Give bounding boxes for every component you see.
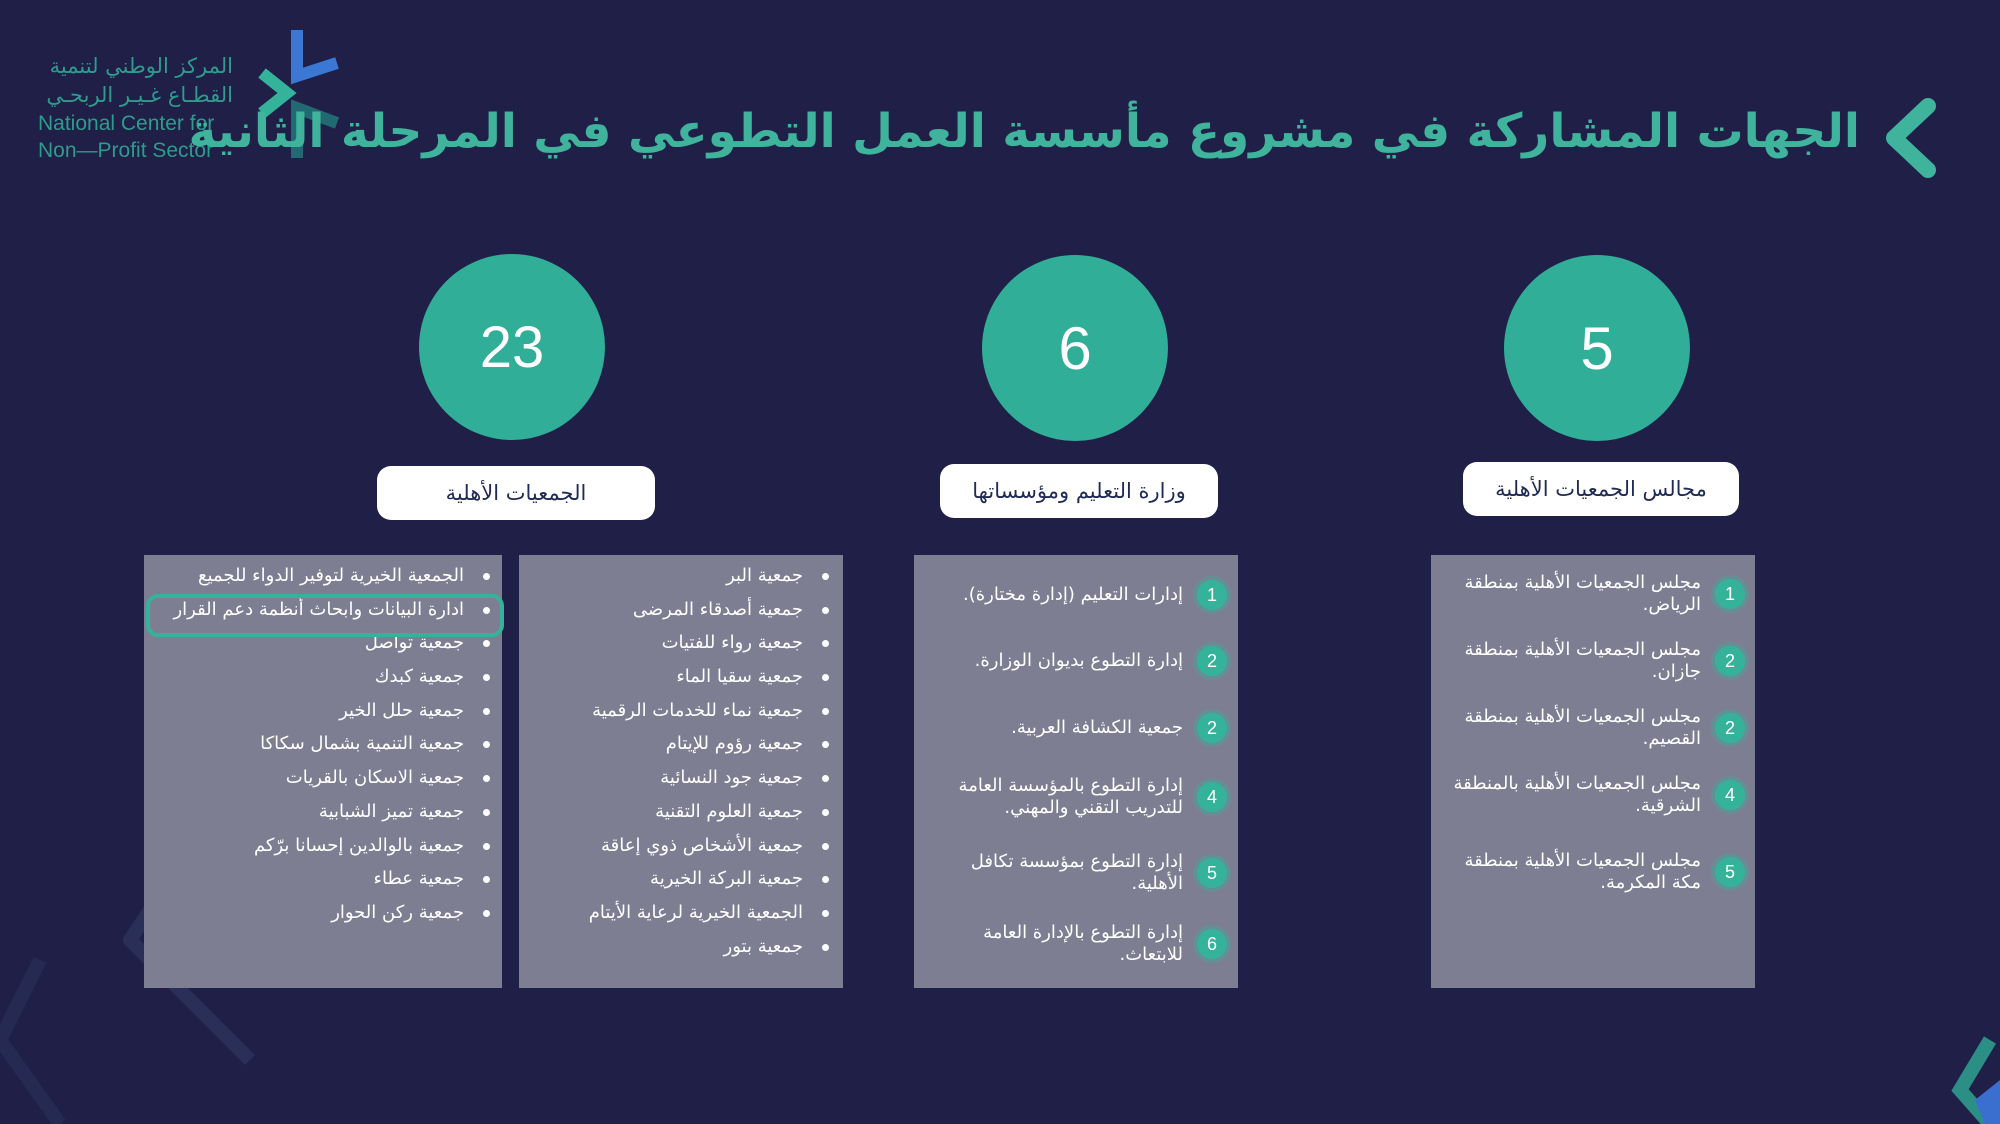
- list-item: جمعية عطاء: [160, 862, 500, 896]
- logo-english-line2: Non—Profit Sector: [38, 139, 214, 162]
- number-badge: 2: [1715, 646, 1745, 676]
- list-item: 5 إدارة التطوع بمؤسسة تكافل الأهلية.: [927, 851, 1227, 895]
- logo-mark-icon: [258, 30, 340, 158]
- list-item: 1 مجلس الجمعيات الأهلية بمنطقة الرياض.: [1445, 572, 1745, 616]
- councils-count-circle: 5: [1504, 255, 1690, 441]
- list-item: 2 جمعية الكشافة العربية.: [927, 713, 1227, 743]
- logo-arabic-line1: المركز الوطني لتنمية: [49, 54, 233, 78]
- list-item-text: مجلس الجمعيات الأهلية بمنطقة القصيم.: [1464, 706, 1701, 749]
- list-item: 2 مجلس الجمعيات الأهلية بمنطقة جازان.: [1445, 639, 1745, 683]
- list-item: 6 إدارة التطوع بالإدارة العامة للابتعاث.: [927, 922, 1227, 966]
- list-item: جمعية كبدك: [160, 660, 500, 694]
- list-item: 1 إدارات التعليم (إدارة مختارة).: [927, 580, 1227, 610]
- list-item: جمعية نماء للخدمات الرقمية: [539, 694, 839, 728]
- education-count-circle: 6: [982, 255, 1168, 441]
- list-item: جمعية التنمية بشمال سكاكا: [160, 727, 500, 761]
- list-item: جمعية البر: [539, 559, 839, 593]
- logo-english-text: National Center for Non—Profit Sector: [38, 110, 214, 164]
- list-item-text: مجلس الجمعيات الأهلية بمنطقة مكة المكرمة…: [1464, 850, 1701, 893]
- number-badge: 4: [1197, 782, 1227, 812]
- chevron-left-icon: [1886, 98, 1936, 178]
- list-item: جمعية أصدقاء المرضى: [539, 593, 839, 627]
- list-item: جمعية رؤوم للإيتام: [539, 727, 839, 761]
- list-item-text: إدارة التطوع بالمؤسسة العامة للتدريب الت…: [958, 775, 1183, 818]
- number-badge: 4: [1715, 780, 1745, 810]
- logo-arabic-line2: القطـاع غـيـر الربحـي: [46, 83, 233, 107]
- list-item: 4 مجلس الجمعيات الأهلية بالمنطقة الشرقية…: [1445, 773, 1745, 817]
- list-item: جمعية العلوم التقنية: [539, 795, 839, 829]
- list-item: جمعية الأشخاص ذوي إعاقة: [539, 829, 839, 863]
- list-item-text: إدارة التطوع بالإدارة العامة للابتعاث.: [983, 922, 1183, 965]
- number-badge: 2: [1715, 713, 1745, 743]
- list-item-text: إدارة التطوع بمؤسسة تكافل الأهلية.: [970, 851, 1183, 894]
- list-item: جمعية البركة الخيرية: [539, 862, 839, 896]
- list-item: 5 مجلس الجمعيات الأهلية بمنطقة مكة المكر…: [1445, 850, 1745, 894]
- list-item-text: جمعية الكشافة العربية.: [1011, 717, 1183, 738]
- list-item: 2 إدارة التطوع بديوان الوزارة.: [927, 646, 1227, 676]
- list-item: الجمعية الخيرية لرعاية الأيتام: [539, 896, 839, 930]
- list-item: 2 مجلس الجمعيات الأهلية بمنطقة القصيم.: [1445, 706, 1745, 750]
- list-item: الجمعية الخيرية لتوفير الدواء للجميع: [160, 559, 500, 593]
- list-item: جمعية بتور: [539, 930, 839, 964]
- education-panel: [914, 555, 1238, 988]
- list-item: جمعية تميز الشبابية: [160, 795, 500, 829]
- associations-panel-left: [144, 555, 502, 988]
- list-item-text: إدارة التطوع بديوان الوزارة.: [974, 650, 1183, 671]
- list-item: ادارة البيانات وابحاث أنظمة دعم القرار: [160, 593, 500, 627]
- number-badge: 5: [1715, 857, 1745, 887]
- number-badge: 6: [1197, 929, 1227, 959]
- councils-panel: [1431, 555, 1755, 988]
- list-item-text: إدارات التعليم (إدارة مختارة).: [963, 584, 1183, 605]
- associations-count-circle: 23: [419, 254, 605, 440]
- list-item: جمعية جود النسائية: [539, 761, 839, 795]
- logo-english-line1: National Center for: [38, 112, 215, 135]
- associations-panel-right: [519, 555, 843, 988]
- number-badge: 5: [1197, 858, 1227, 888]
- number-badge: 2: [1197, 646, 1227, 676]
- number-badge: 2: [1197, 713, 1227, 743]
- list-item: جمعية سقيا الماء: [539, 660, 839, 694]
- list-item: جمعية رواء للفتيات: [539, 626, 839, 660]
- list-item-text: مجلس الجمعيات الأهلية بالمنطقة الشرقية.: [1453, 773, 1701, 816]
- list-item-text: مجلس الجمعيات الأهلية بمنطقة جازان.: [1464, 639, 1701, 682]
- associations-label-pill: الجمعيات الأهلية: [377, 466, 655, 520]
- page-title: الجهات المشاركة في مشروع مأسسة العمل الت…: [188, 104, 1860, 159]
- education-label-pill: وزارة التعليم ومؤسساتها: [940, 464, 1218, 518]
- list-item: جمعية بالوالدين إحسانا برّكم: [160, 829, 500, 863]
- list-item: جمعية ركن الحوار: [160, 896, 500, 930]
- list-item: جمعية الاسكان بالقريات: [160, 761, 500, 795]
- councils-label-pill: مجالس الجمعيات الأهلية: [1463, 462, 1739, 516]
- list-item: جمعية حلل الخير: [160, 694, 500, 728]
- highlight-outline: [146, 594, 504, 637]
- number-badge: 1: [1197, 580, 1227, 610]
- associations-list-right: جمعية البر جمعية أصدقاء المرضى جمعية روا…: [539, 559, 839, 963]
- number-badge: 1: [1715, 579, 1745, 609]
- associations-list-left: الجمعية الخيرية لتوفير الدواء للجميع ادا…: [160, 559, 500, 930]
- list-item: 4 إدارة التطوع بالمؤسسة العامة للتدريب ا…: [917, 775, 1227, 819]
- logo-arabic-text: المركز الوطني لتنمية القطـاع غـيـر الربح…: [38, 52, 233, 110]
- list-item: جمعية تواصل: [160, 626, 500, 660]
- list-item-text: مجلس الجمعيات الأهلية بمنطقة الرياض.: [1464, 572, 1701, 615]
